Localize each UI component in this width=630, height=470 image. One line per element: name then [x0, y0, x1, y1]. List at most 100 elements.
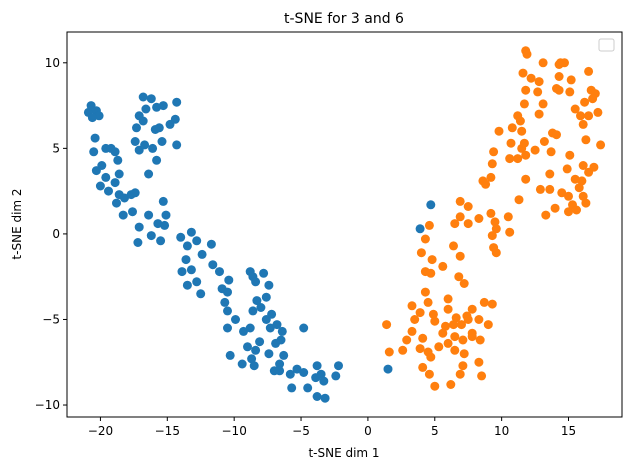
scatter-point-series-1-8 [554, 72, 564, 81]
scatter-point-series-0-58 [192, 236, 202, 246]
scatter-point-series-1-137 [474, 357, 484, 367]
scatter-point-series-1-19 [519, 99, 529, 109]
scatter-point-series-0-24 [128, 207, 137, 217]
scatter-point-series-0-28 [146, 231, 156, 241]
scatter-point-series-1-81 [505, 227, 515, 237]
scatter-point-series-0-98 [264, 349, 274, 359]
scatter-point-series-1-46 [489, 147, 499, 157]
scatter-point-series-1-26 [534, 109, 544, 119]
scatter-point-series-1-6 [518, 68, 528, 78]
scatter-point-series-0-67 [208, 260, 218, 270]
scatter-point-series-0-72 [220, 297, 230, 307]
scatter-point-series-1-40 [519, 138, 529, 148]
scatter-point-series-1-62 [578, 191, 588, 201]
scatter-point-series-1-138 [477, 371, 487, 381]
x-axis-label: t-SNE dim 1 [308, 446, 379, 460]
scatter-point-series-1-42 [530, 145, 540, 155]
scatter-point-series-1-111 [430, 316, 440, 326]
scatter-point-series-1-20 [538, 99, 548, 109]
scatter-point-series-1-88 [449, 241, 458, 251]
scatter-point-series-0-104 [275, 366, 285, 376]
scatter-point-series-1-36 [581, 135, 591, 145]
scatter-point-series-1-56 [577, 176, 587, 186]
scatter-point-series-1-1 [522, 49, 532, 59]
scatter-point-series-0-46 [132, 123, 141, 133]
scatter-point-series-0-77 [251, 277, 261, 287]
scatter-point-series-1-136 [458, 361, 468, 371]
x-tick-label: 10 [494, 424, 509, 438]
scatter-point-series-0-117 [319, 376, 329, 386]
scatter-point-series-1-63 [557, 188, 567, 198]
scatter-point-series-1-109 [479, 297, 489, 307]
scatter-point-series-1-66 [545, 184, 555, 194]
scatter-point-series-0-66 [206, 239, 216, 249]
scatter-point-series-1-33 [517, 126, 527, 136]
scatter-point-series-1-102 [459, 279, 469, 288]
scatter-point-series-0-116 [320, 393, 330, 403]
scatter-point-series-1-64 [564, 191, 573, 201]
scatter-point-series-0-61 [177, 267, 187, 277]
scatter-point-series-1-51 [562, 164, 572, 174]
scatter-point-series-0-107 [299, 323, 309, 333]
scatter-point-series-1-13 [533, 87, 543, 97]
scatter-point-series-1-92 [427, 255, 437, 265]
scatter-point-series-1-69 [581, 198, 591, 208]
scatter-point-series-0-4 [87, 113, 97, 123]
scatter-point-series-0-119 [334, 361, 343, 371]
scatter-point-series-1-2 [538, 58, 548, 68]
scatter-point-series-1-125 [458, 335, 468, 345]
scatter-point-series-0-55 [176, 232, 186, 242]
scatter-point-series-1-27 [576, 111, 585, 121]
scatter-point-series-1-130 [415, 344, 425, 354]
scatter-point-series-0-23 [130, 188, 140, 198]
scatter-point-series-1-140 [446, 380, 456, 389]
scatter-point-series-0-60 [181, 255, 191, 265]
scatter-point-series-0-81 [252, 296, 262, 306]
scatter-point-series-0-73 [223, 306, 232, 316]
scatter-point-series-1-78 [490, 217, 500, 227]
scatter-point-series-1-117 [483, 320, 493, 330]
scatter-point-series-0-51 [157, 137, 167, 146]
axes-layer: −20 −15 −10 −5 0 5 10 15 −10 −5 0 5 10 [35, 56, 576, 438]
y-tick-label: 0 [52, 227, 60, 241]
scatter-point-series-0-56 [182, 241, 192, 251]
scatter-point-series-1-35 [552, 130, 561, 140]
scatter-point-series-1-10 [566, 75, 576, 85]
scatter-point-series-1-128 [402, 335, 412, 345]
scatter-point-series-0-52 [172, 140, 182, 150]
scatter-point-series-1-124 [443, 338, 453, 348]
scatter-point-series-1-73 [541, 210, 551, 220]
scatter-point-series-0-74 [231, 315, 240, 324]
scatter-point-series-0-36 [138, 92, 148, 102]
scatter-point-series-1-101 [443, 294, 453, 304]
scatter-point-series-1-7 [526, 73, 536, 83]
scatter-point-series-0-114 [316, 369, 326, 379]
scatter-point-series-0-111 [303, 383, 313, 393]
scatter-point-series-1-74 [503, 212, 513, 222]
scatter-point-series-1-65 [535, 184, 545, 194]
scatter-point-series-1-141 [430, 381, 440, 391]
scatter-point-series-1-44 [565, 150, 575, 160]
scatter-point-series-1-145 [418, 362, 428, 372]
scatter-point-series-0-40 [172, 97, 182, 107]
x-tick-label: −20 [88, 424, 113, 438]
scatter-point-series-0-44 [150, 125, 160, 134]
scatter-point-series-0-45 [138, 116, 148, 126]
scatter-point-series-1-121 [407, 326, 417, 336]
scatter-point-series-1-71 [564, 207, 573, 217]
scatter-point-series-0-17 [110, 178, 120, 188]
scatter-point-series-0-108 [287, 383, 297, 393]
scatter-point-series-1-43 [546, 147, 556, 157]
scatter-point-series-1-77 [463, 202, 473, 211]
scatter-point-series-1-105 [410, 315, 420, 324]
scatter-point-series-0-39 [158, 101, 168, 111]
x-tick-label: 15 [561, 424, 576, 438]
scatter-point-series-0-97 [249, 361, 259, 371]
scatter-point-series-0-88 [223, 323, 232, 333]
scatter-point-series-1-123 [450, 332, 460, 342]
scatter-point-series-1-90 [424, 220, 434, 230]
x-tick-label: −15 [155, 424, 180, 438]
scatter-point-series-1-57 [521, 174, 531, 184]
scatter-point-series-0-92 [243, 342, 252, 352]
scatter-point-series-1-15 [554, 85, 564, 95]
